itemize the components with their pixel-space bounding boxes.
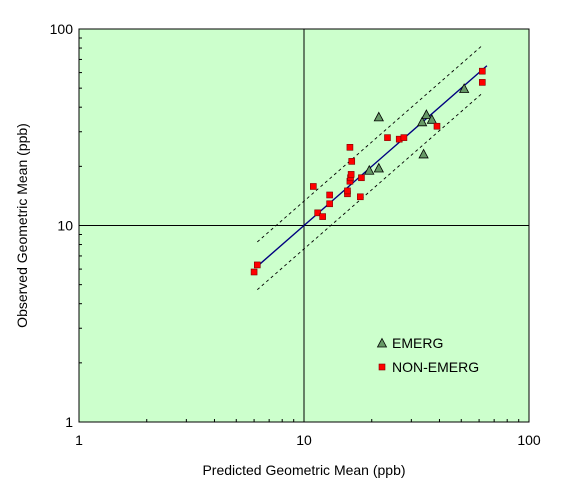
y-axis-title: Observed Geometric Mean (ppb): [14, 123, 30, 328]
data-point-non-emerg: [384, 134, 391, 141]
legend-non-emerg-label: NON-EMERG: [392, 359, 479, 375]
data-point-emerg: [373, 111, 384, 122]
data-point-non-emerg: [347, 171, 355, 178]
data-point-non-emerg: [348, 158, 356, 165]
fit-line-group: [256, 65, 488, 267]
confidence-band-upper: [256, 45, 483, 243]
data-point-non-emerg: [253, 261, 261, 269]
data-point-emerg: [418, 148, 429, 159]
legend-emerg-marker: [376, 337, 388, 348]
data-point-non-emerg: [358, 174, 365, 182]
data-point-non-emerg: [478, 79, 486, 86]
legend-non-emerg-marker: [378, 363, 386, 371]
data-points: [250, 67, 486, 276]
data-point-non-emerg: [326, 200, 333, 208]
data-point-non-emerg: [310, 183, 317, 190]
data-point-non-emerg: [314, 209, 321, 217]
data-point-non-emerg: [346, 144, 354, 151]
tick-labels: 1 10 100 1 10 100: [50, 21, 541, 448]
data-point-non-emerg: [344, 187, 351, 195]
legend-emerg-label: EMERG: [392, 335, 443, 351]
data-point-emerg: [364, 164, 375, 175]
data-point-emerg: [421, 109, 432, 119]
data-point-non-emerg: [478, 67, 486, 75]
data-point-non-emerg: [319, 213, 326, 220]
x-tick-label: 1: [75, 432, 83, 448]
data-point-emerg: [416, 116, 428, 127]
confidence-band-lower: [256, 92, 483, 291]
data-point-non-emerg: [326, 191, 333, 199]
fit-line: [256, 65, 488, 267]
data-point-non-emerg: [250, 268, 258, 276]
data-point-emerg: [373, 162, 384, 173]
y-tick-label: 1: [65, 414, 73, 430]
data-point-non-emerg: [357, 193, 364, 201]
legend: EMERG NON-EMERG: [376, 335, 479, 375]
x-tick-label: 10: [296, 432, 312, 448]
confidence-bands: [256, 45, 483, 291]
x-tick-label: 100: [517, 432, 541, 448]
axis-ticks: [78, 28, 530, 423]
data-point-non-emerg: [400, 134, 408, 141]
y-tick-label: 10: [57, 218, 73, 234]
data-point-emerg: [458, 83, 470, 93]
y-tick-label: 100: [50, 21, 74, 37]
x-axis-title: Predicted Geometric Mean (ppb): [202, 462, 405, 478]
data-point-emerg: [426, 113, 438, 124]
data-point-non-emerg: [433, 122, 441, 130]
